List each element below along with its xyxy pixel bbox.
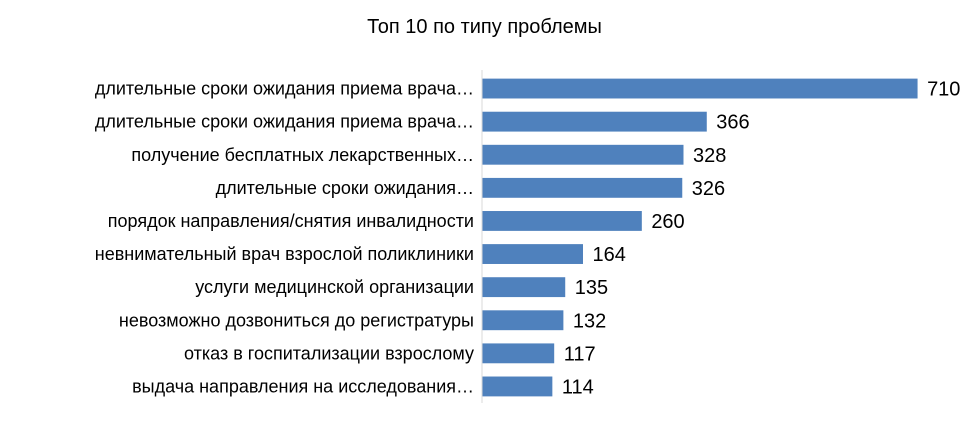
bar-value-label: 260 bbox=[651, 211, 684, 233]
bar bbox=[482, 177, 683, 198]
bar bbox=[482, 310, 564, 331]
category-label: отказ в госпитализации взрослому bbox=[184, 343, 474, 363]
category-label: длительные сроки ожидания… bbox=[216, 178, 474, 198]
bar bbox=[482, 376, 553, 397]
bar-value-label: 132 bbox=[573, 310, 606, 332]
category-label: услуги медицинской организации bbox=[195, 277, 474, 297]
category-label: порядок направления/снятия инвалидности bbox=[108, 211, 474, 231]
category-label: невозможно дозвониться до регистратуры bbox=[119, 310, 474, 330]
bar bbox=[482, 211, 642, 231]
bar bbox=[482, 244, 583, 264]
bar-value-label: 326 bbox=[692, 178, 725, 200]
bar bbox=[482, 144, 684, 165]
category-label: длительные сроки ожидания приема врача… bbox=[95, 79, 474, 99]
bar-value-label: 135 bbox=[575, 277, 608, 299]
bar bbox=[482, 111, 707, 132]
bar bbox=[482, 343, 555, 364]
bar-value-label: 328 bbox=[693, 145, 726, 167]
category-label: выдача направления на исследования… bbox=[132, 376, 474, 396]
bar-value-label: 366 bbox=[716, 112, 749, 134]
category-label: получение бесплатных лекарственных… bbox=[131, 145, 474, 165]
bar-value-label: 117 bbox=[564, 343, 596, 365]
bar-value-label: 114 bbox=[562, 376, 594, 398]
chart-title: Топ 10 по типу проблемы bbox=[367, 16, 602, 38]
category-label: длительные сроки ожидания приема врача… bbox=[95, 112, 474, 132]
bar-value-label: 164 bbox=[592, 244, 625, 266]
category-label: невнимательный врач взрослой поликлиники bbox=[95, 244, 474, 264]
bar-value-label: 710 bbox=[927, 79, 960, 101]
bar bbox=[482, 78, 918, 99]
bar bbox=[482, 277, 566, 298]
